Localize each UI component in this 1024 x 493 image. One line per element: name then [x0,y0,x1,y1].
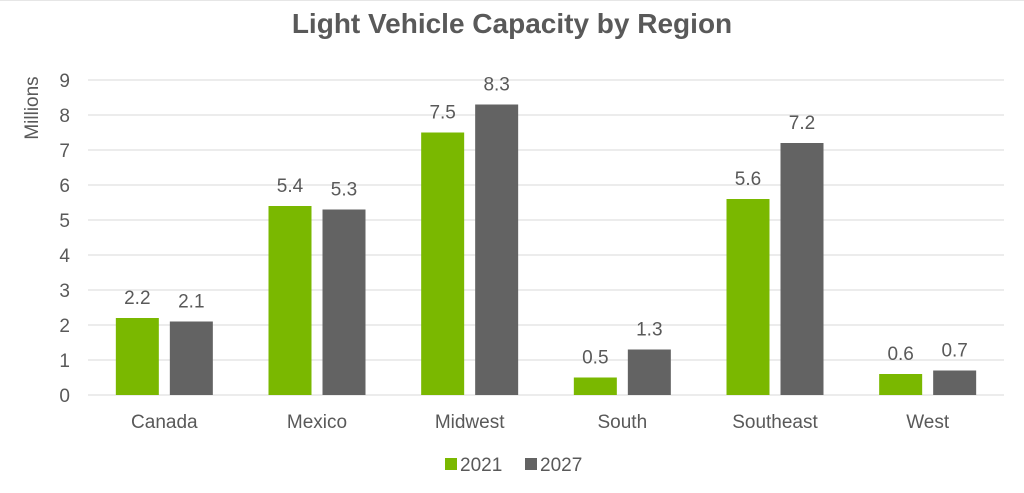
data-label: 8.3 [483,75,509,96]
y-tick-label: 8 [59,106,70,127]
x-category-label: Midwest [435,412,505,433]
bar-mexico-2021 [268,206,312,395]
data-label: 0.5 [582,348,608,369]
bar-south-2021 [573,377,617,395]
data-label: 5.4 [277,176,304,197]
x-axis-categories: Canada Mexico Midwest South Southeast West [131,412,950,433]
data-label: 7.5 [429,103,455,124]
bar-mexico-2027 [322,209,366,395]
legend-swatch-2021 [445,458,457,470]
y-tick-label: 1 [59,351,70,372]
bar-midwest-2021 [421,132,465,395]
data-label: 5.3 [331,180,357,201]
x-category-label: West [906,412,950,433]
bar-southeast-2027 [780,143,824,395]
data-label: 1.3 [636,320,662,341]
y-tick-label: 2 [59,316,70,337]
bar-west-2021 [879,374,923,395]
data-label: 2.2 [124,288,150,309]
bar-southeast-2021 [726,199,770,395]
y-tick-label: 7 [59,141,70,162]
bar-canada-2027 [169,321,213,395]
data-label: 0.6 [887,344,913,365]
y-tick-label: 6 [59,176,70,197]
legend-label-2027: 2027 [540,455,582,476]
legend-label-2021: 2021 [460,455,502,476]
y-tick-label: 5 [59,211,70,232]
data-label: 5.6 [735,169,761,190]
y-tick-label: 3 [59,281,70,302]
data-labels: 2.2 2.1 5.4 5.3 7.5 8.3 0.5 1.3 5.6 7.2 0.6 0.7 [124,75,968,369]
bar-south-2027 [627,349,671,395]
bar-canada-2021 [115,318,159,395]
bars [115,104,977,395]
gridlines [88,79,1004,396]
legend: 2021 2027 [445,455,582,476]
y-axis-label: Millions [22,76,43,139]
data-label: 2.1 [178,292,204,313]
legend-swatch-2027 [525,458,537,470]
chart-title: Light Vehicle Capacity by Region [292,8,732,39]
y-axis-ticks: 0 1 2 3 4 5 6 7 8 9 [59,71,70,407]
x-category-label: Southeast [732,412,818,433]
x-category-label: South [598,412,648,433]
data-label: 7.2 [789,113,815,134]
data-label: 0.7 [941,341,967,362]
y-tick-label: 9 [59,71,70,92]
x-category-label: Canada [131,412,198,433]
y-tick-label: 0 [59,386,70,407]
bar-west-2027 [933,370,977,395]
top-border [0,0,1024,1]
x-category-label: Mexico [287,412,347,433]
bar-midwest-2027 [475,104,519,395]
y-tick-label: 4 [59,246,70,267]
